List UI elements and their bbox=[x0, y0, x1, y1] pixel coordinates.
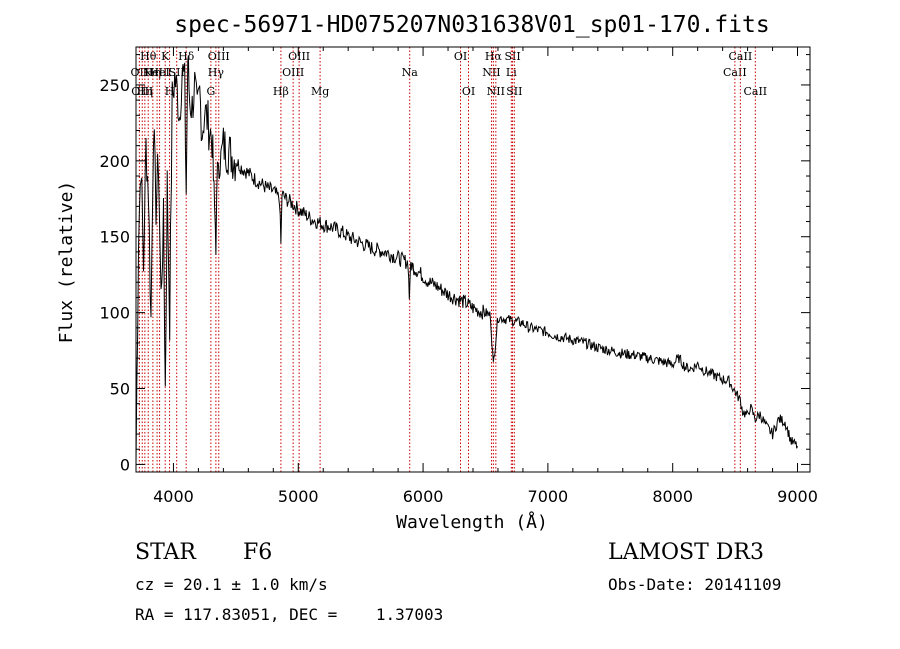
line-marker-label: NII bbox=[487, 85, 505, 98]
y-tick-label: 0 bbox=[120, 455, 130, 474]
line-marker-label: OI bbox=[462, 85, 475, 98]
line-marker-label: CaII bbox=[723, 66, 747, 79]
axis-ticks bbox=[136, 47, 810, 472]
x-axis-label: Wavelength (Å) bbox=[396, 511, 548, 533]
x-tick-label: 9000 bbox=[777, 487, 818, 506]
line-marker-label: H bbox=[165, 85, 175, 98]
line-marker-label: Li bbox=[506, 66, 517, 79]
line-marker-label: Hγ bbox=[208, 66, 225, 79]
x-tick-label: 8000 bbox=[652, 487, 693, 506]
line-marker-label: Hθ bbox=[140, 50, 157, 63]
line-marker-label: OIII bbox=[131, 85, 153, 98]
subclass-label: F6 bbox=[243, 540, 273, 565]
line-marker-label: CaII bbox=[743, 85, 767, 98]
y-axis-label: Flux (relative) bbox=[56, 181, 77, 344]
line-marker-label: SII bbox=[169, 66, 185, 79]
y-tick-label: 250 bbox=[99, 76, 130, 95]
line-marker-label: OII bbox=[131, 66, 149, 79]
class-label: STAR bbox=[135, 540, 196, 565]
line-marker-label: SII bbox=[504, 50, 520, 63]
obs-date-text: Obs-Date: 20141109 bbox=[608, 575, 782, 594]
line-marker-label: G bbox=[206, 85, 215, 98]
x-tick-label: 5000 bbox=[278, 487, 319, 506]
line-marker-label: Na bbox=[402, 66, 419, 79]
line-marker-label: NeIII bbox=[143, 66, 172, 79]
survey-label: LAMOST DR3 bbox=[608, 540, 764, 565]
chart-title: spec-56971-HD075207N031638V01_sp01-170.f… bbox=[174, 12, 769, 38]
line-marker-label: K bbox=[161, 50, 170, 63]
y-tick-label: 150 bbox=[99, 228, 130, 247]
line-marker-label: Hβ bbox=[273, 85, 289, 98]
line-marker-label: Hη bbox=[137, 85, 153, 98]
x-tick-label: 4000 bbox=[153, 487, 194, 506]
y-tick-label: 200 bbox=[99, 152, 130, 171]
line-marker-label: OIII bbox=[208, 50, 230, 63]
line-marker-label: NII bbox=[482, 66, 500, 79]
line-marker-label: OIII bbox=[282, 66, 304, 79]
x-tick-label: 6000 bbox=[403, 487, 444, 506]
line-marker-label: OI bbox=[454, 50, 467, 63]
line-marker-label: Hδ bbox=[178, 50, 195, 63]
y-tick-label: 50 bbox=[110, 380, 130, 399]
plot-frame bbox=[135, 46, 811, 473]
line-marker-label: SII bbox=[506, 85, 522, 98]
x-tick-label: 7000 bbox=[528, 487, 569, 506]
line-marker-label: HeI bbox=[149, 66, 169, 79]
line-marker-label: Hα bbox=[485, 50, 503, 63]
line-marker-label: OIII bbox=[288, 50, 310, 63]
spectrum-layer bbox=[135, 55, 798, 465]
radec-text: RA = 117.83051, DEC = 1.37003 bbox=[135, 605, 444, 624]
line-markers: OIIOIIIHηHθHηNeIIIHeIKHSIIHδGHγOIIIHβOII… bbox=[131, 47, 767, 472]
cz-text: cz = 20.1 ± 1.0 km/s bbox=[135, 575, 328, 594]
line-marker-label: CaII bbox=[729, 50, 753, 63]
y-tick-label: 100 bbox=[99, 304, 130, 323]
line-marker-label: Mg bbox=[311, 85, 329, 98]
spectrum-series bbox=[135, 55, 798, 465]
tick-labels: 4000 5000 6000 7000 8000 9000 0 50 100 150 200 250 bbox=[99, 76, 817, 506]
